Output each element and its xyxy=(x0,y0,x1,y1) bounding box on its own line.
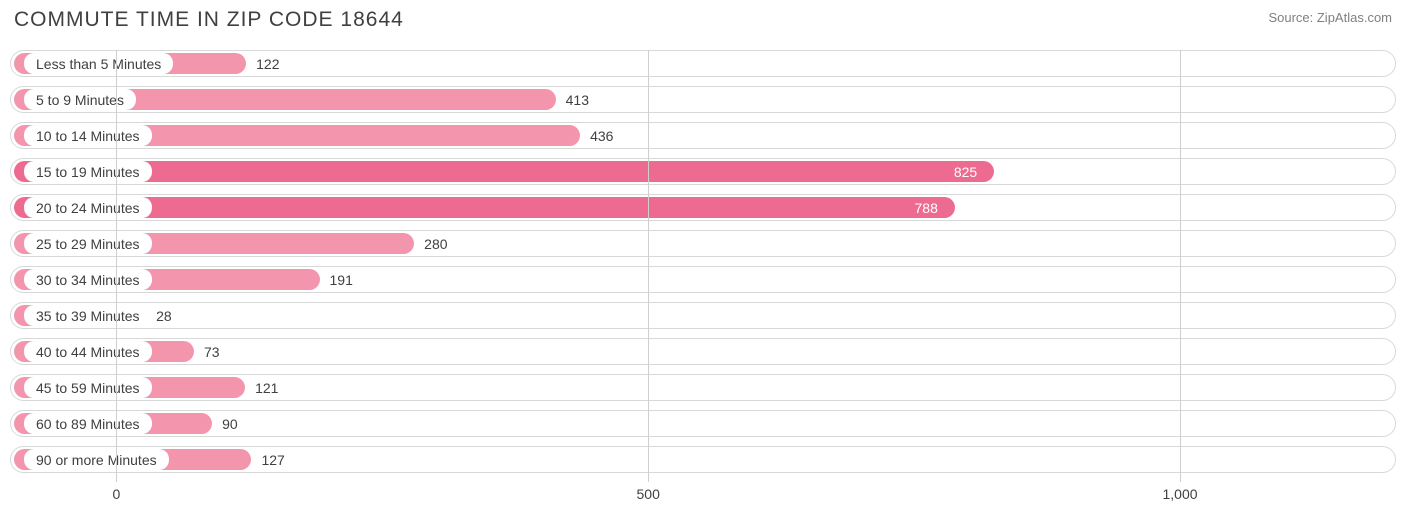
bar-track xyxy=(10,302,1396,329)
bar-row: 15 to 19 Minutes 825 xyxy=(10,158,1396,185)
x-tick-label: 1,000 xyxy=(1162,486,1197,502)
bar-fill xyxy=(14,197,955,218)
value-label: 436 xyxy=(590,122,613,149)
category-label: 90 or more Minutes xyxy=(24,449,169,470)
bar-row: 90 or more Minutes 127 xyxy=(10,446,1396,473)
value-label: 191 xyxy=(330,266,353,293)
value-label: 73 xyxy=(204,338,220,365)
value-label: 122 xyxy=(256,50,279,77)
value-label: 28 xyxy=(156,302,172,329)
bar-row: 5 to 9 Minutes 413 xyxy=(10,86,1396,113)
chart-source: Source: ZipAtlas.com xyxy=(1268,10,1392,25)
value-label: 825 xyxy=(954,158,977,185)
category-label: 10 to 14 Minutes xyxy=(24,125,152,146)
x-tick-label: 0 xyxy=(112,486,120,502)
bar-row: 20 to 24 Minutes 788 xyxy=(10,194,1396,221)
bar-row: 35 to 39 Minutes28 xyxy=(10,302,1396,329)
bar-row: Less than 5 Minutes 122 xyxy=(10,50,1396,77)
category-label: 35 to 39 Minutes xyxy=(24,305,152,326)
category-label: 20 to 24 Minutes xyxy=(24,197,152,218)
chart-header: COMMUTE TIME IN ZIP CODE 18644 Source: Z… xyxy=(10,8,1396,32)
category-label: 30 to 34 Minutes xyxy=(24,269,152,290)
chart-container: COMMUTE TIME IN ZIP CODE 18644 Source: Z… xyxy=(0,0,1406,523)
chart-plot-area: Less than 5 Minutes 122 5 to 9 Minutes 413 1… xyxy=(10,50,1396,522)
bar-row: 60 to 89 Minutes 90 xyxy=(10,410,1396,437)
value-label: 413 xyxy=(566,86,589,113)
bar-row: 30 to 34 Minutes 191 xyxy=(10,266,1396,293)
category-label: 5 to 9 Minutes xyxy=(24,89,136,110)
value-label: 788 xyxy=(915,194,938,221)
bar-row: 45 to 59 Minutes 121 xyxy=(10,374,1396,401)
value-label: 121 xyxy=(255,374,278,401)
bar-row: 40 to 44 Minutes 73 xyxy=(10,338,1396,365)
category-label: Less than 5 Minutes xyxy=(24,53,173,74)
category-label: 15 to 19 Minutes xyxy=(24,161,152,182)
chart-title: COMMUTE TIME IN ZIP CODE 18644 xyxy=(14,8,404,32)
bar-row: 10 to 14 Minutes 436 xyxy=(10,122,1396,149)
bar-row: 25 to 29 Minutes 280 xyxy=(10,230,1396,257)
value-label: 280 xyxy=(424,230,447,257)
value-label: 127 xyxy=(261,446,284,473)
value-label: 90 xyxy=(222,410,238,437)
category-label: 60 to 89 Minutes xyxy=(24,413,152,434)
bar-track xyxy=(10,410,1396,437)
bar-fill xyxy=(14,161,994,182)
x-axis: 0 500 1,000 xyxy=(10,482,1396,522)
category-label: 25 to 29 Minutes xyxy=(24,233,152,254)
category-label: 45 to 59 Minutes xyxy=(24,377,152,398)
category-label: 40 to 44 Minutes xyxy=(24,341,152,362)
x-tick-label: 500 xyxy=(636,486,659,502)
